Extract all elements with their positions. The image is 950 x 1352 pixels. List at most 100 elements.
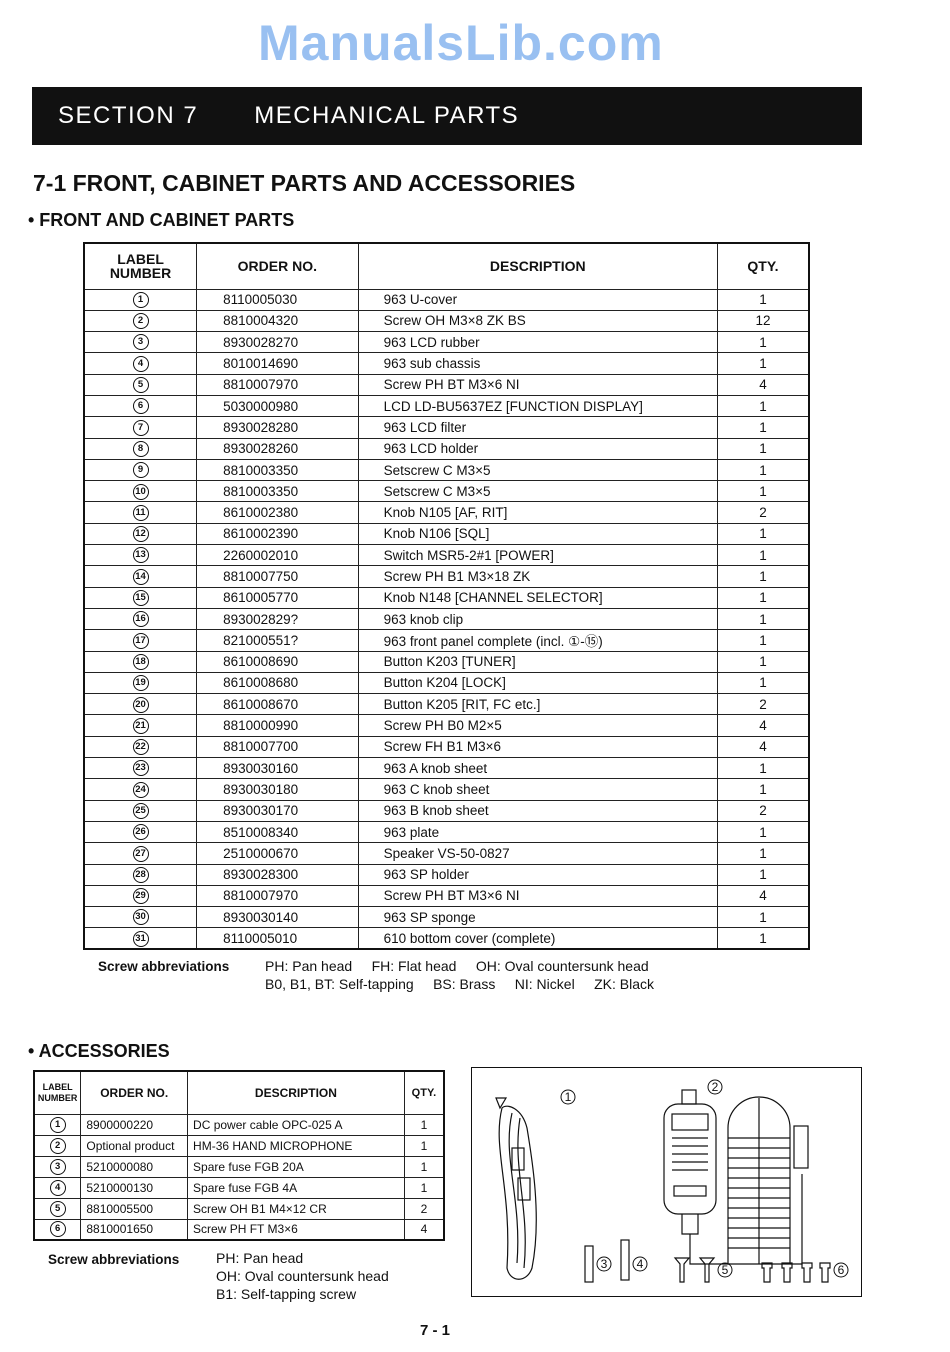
table-row: 5 8810005500 Screw OH B1 M4×12 CR 2: [33, 1197, 445, 1220]
cell-order-no: 8930030180: [196, 778, 359, 801]
table-row: 17 821000551? 963 front panel complete (in…: [83, 629, 810, 652]
cell-qty: 1: [716, 522, 810, 546]
cell-label-number: 2: [83, 309, 198, 333]
table-row: 19 8610008680 Button K204 [LOCK] 1: [83, 671, 810, 695]
cell-label-number: 28: [83, 863, 198, 886]
cell-order-no: 8810005500: [80, 1197, 189, 1220]
accessories-heading: • ACCESSORIES: [28, 1041, 170, 1061]
circled-label-number: 18: [132, 653, 149, 670]
circled-label-number: 6: [49, 1221, 66, 1238]
cell-label-number: 7: [83, 416, 198, 439]
circled-label-number: 1: [49, 1116, 66, 1133]
circled-label-number: 10: [132, 483, 149, 500]
front-parts-heading: • FRONT AND CABINET PARTS: [28, 210, 295, 230]
cell-label-number: 1: [33, 1113, 82, 1136]
cell-description: 963 A knob sheet: [357, 757, 718, 780]
cell-order-no: 8810003350: [196, 480, 359, 503]
table-row: 28 8930028300 963 SP holder 1: [83, 863, 810, 886]
cell-description: 963 sub chassis: [357, 352, 718, 375]
cell-qty: 2: [716, 693, 810, 716]
table-row: 11 8610002380 Knob N105 [AF, RIT] 2: [83, 501, 810, 524]
cell-label-number: 13: [83, 544, 198, 567]
cell-description: 963 plate: [357, 820, 718, 844]
cell-qty: 1: [716, 906, 810, 929]
cell-qty: 4: [716, 735, 810, 759]
cell-label-number: 11: [83, 501, 198, 524]
cell-qty: 4: [716, 884, 810, 908]
table-row: 23 8930030160 963 A knob sheet 1: [83, 757, 810, 780]
cell-label-number: 15: [83, 586, 198, 609]
acc-abbr-line: OH: Oval countersunk head: [216, 1268, 389, 1284]
circled-label-number: 2: [49, 1137, 66, 1154]
table-row: 27 2510000670 Speaker VS-50-0827 1: [83, 842, 810, 865]
cell-qty: 2: [716, 501, 810, 524]
cell-description: Setscrew C M3×5: [357, 480, 718, 503]
table-row: 5 8810007970 Screw PH BT M3×6 NI 4: [83, 373, 810, 396]
cell-order-no: 8810003350: [196, 458, 359, 482]
cell-order-no: 8610005770: [196, 586, 359, 609]
front-abbr-line2: B0, B1, BT: Self-tapping BS: Brass NI: N…: [265, 976, 655, 992]
circled-label-number: 21: [132, 717, 149, 734]
watermark: ManualsLib.com: [258, 15, 664, 71]
front-abbr-line1: PH: Pan head FH: Flat head OH: Oval coun…: [265, 958, 649, 974]
cell-description: 963 SP holder: [357, 863, 718, 886]
cell-label-number: 24: [83, 778, 198, 801]
fig-label-4: 4: [637, 1257, 644, 1271]
col-qty: QTY.: [403, 1070, 445, 1115]
circled-label-number: 8: [132, 440, 149, 457]
circled-label-number: 4: [49, 1179, 66, 1196]
section-number: SECTION 7: [58, 102, 199, 129]
cell-qty: 2: [403, 1197, 445, 1220]
cell-label-number: 4: [83, 352, 198, 375]
cell-order-no: 8610008690: [196, 650, 359, 673]
circled-label-number: 26: [132, 824, 149, 841]
cell-order-no: 8810007970: [196, 884, 359, 908]
cell-order-no: 893002829?: [196, 607, 359, 631]
cell-qty: 1: [716, 544, 810, 567]
cell-qty: 1: [716, 331, 810, 354]
cell-order-no: 8930028260: [196, 437, 359, 460]
table-row: 9 8810003350 Setscrew C M3×5 1: [83, 458, 810, 482]
accessories-table: LABEL NUMBER ORDER NO. DESCRIPTION QTY. …: [33, 1070, 445, 1241]
cell-description: 963 LCD rubber: [357, 331, 718, 354]
cell-qty: 1: [716, 629, 810, 652]
circled-label-number: 5: [49, 1200, 66, 1217]
cell-label-number: 17: [83, 629, 198, 652]
circled-label-number: 16: [132, 611, 149, 628]
cell-qty: 12: [716, 309, 810, 333]
circled-label-number: 4: [132, 355, 149, 372]
cell-label-number: 14: [83, 565, 198, 588]
front-parts-table: LABEL NUMBER ORDER NO. DESCRIPTION QTY. …: [83, 242, 810, 951]
cell-description: Screw PH BT M3×6 NI: [357, 884, 718, 908]
cell-order-no: 2510000670: [196, 842, 359, 865]
cell-label-number: 19: [83, 671, 198, 695]
cell-qty: 1: [403, 1155, 445, 1178]
cell-order-no: 8810007750: [196, 565, 359, 588]
cell-description: Setscrew C M3×5: [357, 458, 718, 482]
circled-label-number: 28: [132, 866, 149, 883]
cell-description: Knob N105 [AF, RIT]: [357, 501, 718, 524]
circled-label-number: 15: [132, 590, 149, 607]
microphone-drawing: [663, 1089, 809, 1265]
cell-order-no: 8930028300: [196, 863, 359, 886]
col-order-no: ORDER NO.: [80, 1070, 189, 1115]
cell-description: Knob N148 [CHANNEL SELECTOR]: [357, 586, 718, 609]
cell-description: 963 LCD holder: [357, 437, 718, 460]
cell-description: 963 B knob sheet: [357, 799, 718, 822]
section-title: MECHANICAL PARTS: [254, 102, 520, 129]
cell-qty: 1: [716, 394, 810, 418]
cell-order-no: 8110005030: [196, 288, 359, 311]
cell-order-no: 8900000220: [80, 1113, 189, 1136]
cell-order-no: 8930030160: [196, 757, 359, 780]
cell-qty: 1: [716, 416, 810, 439]
circled-label-number: 3: [132, 334, 149, 351]
cell-label-number: 21: [83, 714, 198, 737]
cell-label-number: 29: [83, 884, 198, 908]
cell-qty: 1: [716, 650, 810, 673]
cell-label-number: 2: [33, 1134, 82, 1157]
cell-qty: 2: [716, 799, 810, 822]
circled-label-number: 9: [132, 462, 149, 479]
circled-label-number: 19: [132, 675, 149, 692]
cell-order-no: 8930030140: [196, 906, 359, 929]
